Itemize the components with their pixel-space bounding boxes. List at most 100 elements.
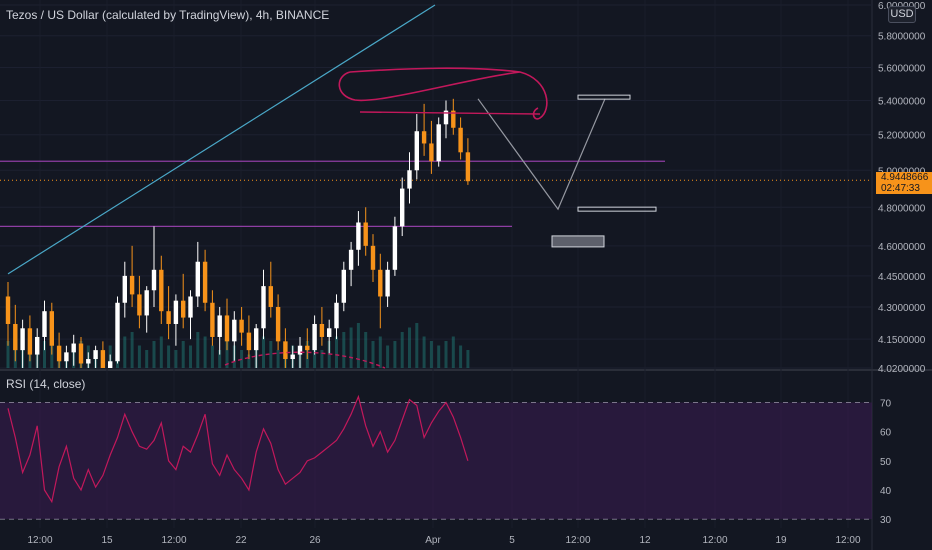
candle-body <box>443 110 449 125</box>
candle-body <box>305 345 310 351</box>
candle-body <box>202 261 208 303</box>
volume-bar <box>393 341 397 368</box>
candle-body <box>42 311 47 337</box>
volume-bar <box>437 345 441 368</box>
candle-body <box>254 328 259 351</box>
price-tick: 5.2000000 <box>878 131 926 142</box>
volume-bar <box>422 336 426 368</box>
volume-bar <box>400 332 404 368</box>
volume-bar <box>356 323 360 368</box>
volume-bar <box>415 323 419 368</box>
candle-body <box>429 143 434 162</box>
currency-badge[interactable]: USD <box>888 6 916 23</box>
candle-body <box>400 188 405 227</box>
price-tick: 4.6000000 <box>878 242 926 253</box>
candle-body <box>327 328 332 337</box>
candle-body <box>35 336 40 355</box>
time-axis-ticks: 12:00 15 12:00 22 26 Apr 5 12:00 12 12:00 19 12:00 <box>27 535 860 546</box>
rsi-tick: 60 <box>880 428 892 439</box>
rsi-tick: 70 <box>880 399 892 410</box>
volume-bars <box>6 323 470 368</box>
price-tick: 4.1500000 <box>878 335 926 346</box>
candle-body <box>144 290 149 316</box>
candle-body <box>129 275 135 295</box>
candle-body <box>195 261 200 297</box>
volume-bar <box>225 341 229 368</box>
volume-bar <box>349 327 353 368</box>
time-tick: 19 <box>775 535 787 546</box>
candle-body <box>356 222 361 250</box>
candle-body <box>363 222 368 246</box>
candle-body <box>137 294 142 316</box>
candle-body <box>108 361 113 368</box>
time-tick: 15 <box>101 535 113 546</box>
candle-body <box>436 124 441 162</box>
chart-title: Tezos / US Dollar (calculated by Trading… <box>6 8 330 22</box>
volume-bar <box>159 336 163 368</box>
time-tick: 26 <box>309 535 321 546</box>
candle-body <box>100 350 106 368</box>
volume-bar <box>196 332 200 368</box>
volume-bar <box>189 345 192 368</box>
candle-body <box>385 269 390 297</box>
volume-bar <box>203 336 207 368</box>
candle-body <box>246 332 252 351</box>
candle-body <box>188 296 193 318</box>
dashed-arc <box>224 351 386 369</box>
volume-bar <box>210 345 214 368</box>
volume-bar <box>145 350 149 368</box>
candle-body <box>210 302 215 337</box>
rsi-axis-ticks: 70 60 50 40 30 <box>880 399 892 527</box>
volume-bar <box>247 354 251 368</box>
candle-body <box>451 110 456 128</box>
candle-body <box>378 269 383 297</box>
rsi-tick: 50 <box>880 457 892 468</box>
candle-body <box>27 328 33 355</box>
candle-body <box>370 245 376 270</box>
candle-body <box>217 315 222 337</box>
time-tick: 12 <box>639 535 651 546</box>
rsi-band <box>0 402 872 520</box>
candle-body <box>93 350 98 360</box>
time-tick: 12:00 <box>565 535 590 546</box>
candle-body <box>64 352 69 362</box>
candle-body <box>20 328 25 351</box>
volume-bar <box>218 350 222 368</box>
candle-body <box>283 341 288 360</box>
volume-bar <box>378 336 382 368</box>
candle-body <box>334 302 339 329</box>
volume-bar <box>269 341 273 368</box>
time-tick: 12:00 <box>161 535 186 546</box>
candle-body <box>261 286 266 329</box>
candle-body <box>421 131 427 144</box>
volume-bar <box>262 336 265 368</box>
candle-body <box>78 343 84 364</box>
pane-separator <box>0 369 932 371</box>
candle-body <box>458 127 463 153</box>
volume-bar <box>466 350 470 368</box>
price-tick: 4.0200000 <box>878 364 926 375</box>
volume-bar <box>123 336 127 368</box>
candle-body <box>348 249 354 270</box>
target-box <box>577 94 631 100</box>
highlight-ellipse <box>338 67 548 120</box>
price-tick: 4.8000000 <box>878 203 926 214</box>
volume-bar <box>137 345 141 368</box>
candle-body <box>49 311 54 346</box>
volume-bar <box>6 341 10 368</box>
candle-body <box>71 343 76 353</box>
projection-path <box>477 98 606 211</box>
rsi-title: RSI (14, close) <box>6 377 86 391</box>
candle-body <box>407 170 412 189</box>
volume-bar <box>181 341 185 368</box>
time-tick: 12:00 <box>27 535 52 546</box>
drawings <box>7 4 657 369</box>
trendline <box>7 4 436 275</box>
last-price-countdown: 02:47:33 <box>881 183 920 194</box>
candle-body <box>232 319 237 342</box>
candle-body <box>166 311 171 324</box>
rsi-line <box>7 394 469 504</box>
volume-bar <box>429 341 433 368</box>
volume-bar <box>342 332 346 368</box>
